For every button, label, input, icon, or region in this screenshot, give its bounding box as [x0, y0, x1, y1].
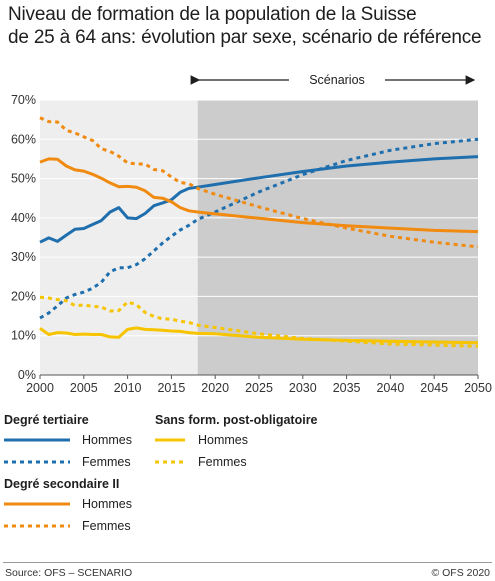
copyright-note: © OFS 2020: [431, 567, 490, 579]
observed-period-background: [40, 100, 198, 375]
footer-divider: [3, 562, 492, 563]
series-line-4: [39, 116, 479, 249]
y-tick-label: 70%: [11, 93, 36, 107]
chart-title-line-1: Niveau de formation de la population de …: [8, 4, 417, 25]
legend-item-none-women: Femmes: [153, 455, 355, 469]
series-line-6: [39, 295, 479, 348]
legend-group-none: Sans form. post-obligatoire Hommes Femme…: [155, 413, 355, 469]
legend-swatch-dotted: [4, 460, 70, 464]
legend-item-none-men: Hommes: [153, 433, 355, 447]
x-tick-label: 2020: [201, 381, 229, 394]
y-tick-label: 0%: [18, 368, 36, 382]
legend-group-title: Degré tertiaire: [4, 413, 89, 427]
x-tick-label: 2025: [245, 381, 273, 394]
legend-right: Sans form. post-obligatoire Hommes Femme…: [155, 413, 355, 477]
legend-group-secondary: Degré secondaire II Hommes Femmes: [4, 477, 164, 533]
series-line-2: [39, 137, 479, 320]
x-tick-label: 2035: [333, 381, 361, 394]
x-tick-label: 2000: [26, 381, 54, 394]
legend-item-label: Femmes: [82, 455, 131, 469]
legend-swatch-solid: [4, 438, 70, 442]
legend-group-title: Degré secondaire II: [4, 477, 120, 491]
x-tick-label: 2040: [376, 381, 404, 394]
legend-item-tertiary-men: Hommes: [2, 433, 164, 447]
legend-item-label: Femmes: [82, 519, 131, 533]
legend-swatch-dotted: [155, 460, 185, 464]
legend-left: Degré tertiaire Hommes Femmes Degré seco…: [4, 413, 164, 541]
legend-group-tertiary: Degré tertiaire Hommes Femmes: [4, 413, 164, 469]
y-tick-label: 60%: [11, 132, 36, 146]
legend-item-label: Femmes: [198, 455, 247, 469]
x-tick-label: 2015: [157, 381, 185, 394]
y-tick-label: 10%: [11, 329, 36, 343]
chart-title: Niveau de formation de la population de …: [8, 3, 492, 49]
legend-item-secondary-women: Femmes: [2, 519, 164, 533]
legend-item-label: Hommes: [198, 433, 249, 447]
legend-group-title: Sans form. post-obligatoire: [155, 413, 318, 427]
legend-swatch-dotted: [4, 524, 70, 528]
x-tick-label: 2050: [464, 381, 492, 394]
scenario-period-background: [197, 100, 478, 375]
series-line-1: [39, 155, 479, 244]
legend-item-label: Hommes: [82, 497, 133, 511]
legend-item-secondary-men: Hommes: [2, 497, 164, 511]
chart-title-line-2: de 25 à 64 ans: évolution par sexe, scén…: [8, 27, 482, 48]
x-tick-label: 2045: [420, 381, 448, 394]
y-tick-label: 40%: [11, 211, 36, 225]
legend-item-tertiary-women: Femmes: [2, 455, 164, 469]
scenario-label: Scénarios: [309, 73, 365, 87]
x-tick-label: 2005: [70, 381, 98, 394]
series-line-3: [39, 157, 479, 234]
y-tick-label: 20%: [11, 289, 36, 303]
x-tick-label: 2010: [114, 381, 142, 394]
source-note: Source: OFS – SCENARIO: [5, 567, 133, 579]
x-tick-label: 2030: [289, 381, 317, 394]
y-tick-label: 30%: [11, 250, 36, 264]
legend-swatch-solid: [155, 438, 185, 442]
legend-item-label: Hommes: [82, 433, 133, 447]
legend-swatch-solid: [4, 502, 70, 506]
y-tick-label: 50%: [11, 172, 36, 186]
line-chart: 0% 10% 20% 30% 40% 50% 60% 70% 2000 2005 2010 2015 2…: [11, 73, 492, 394]
